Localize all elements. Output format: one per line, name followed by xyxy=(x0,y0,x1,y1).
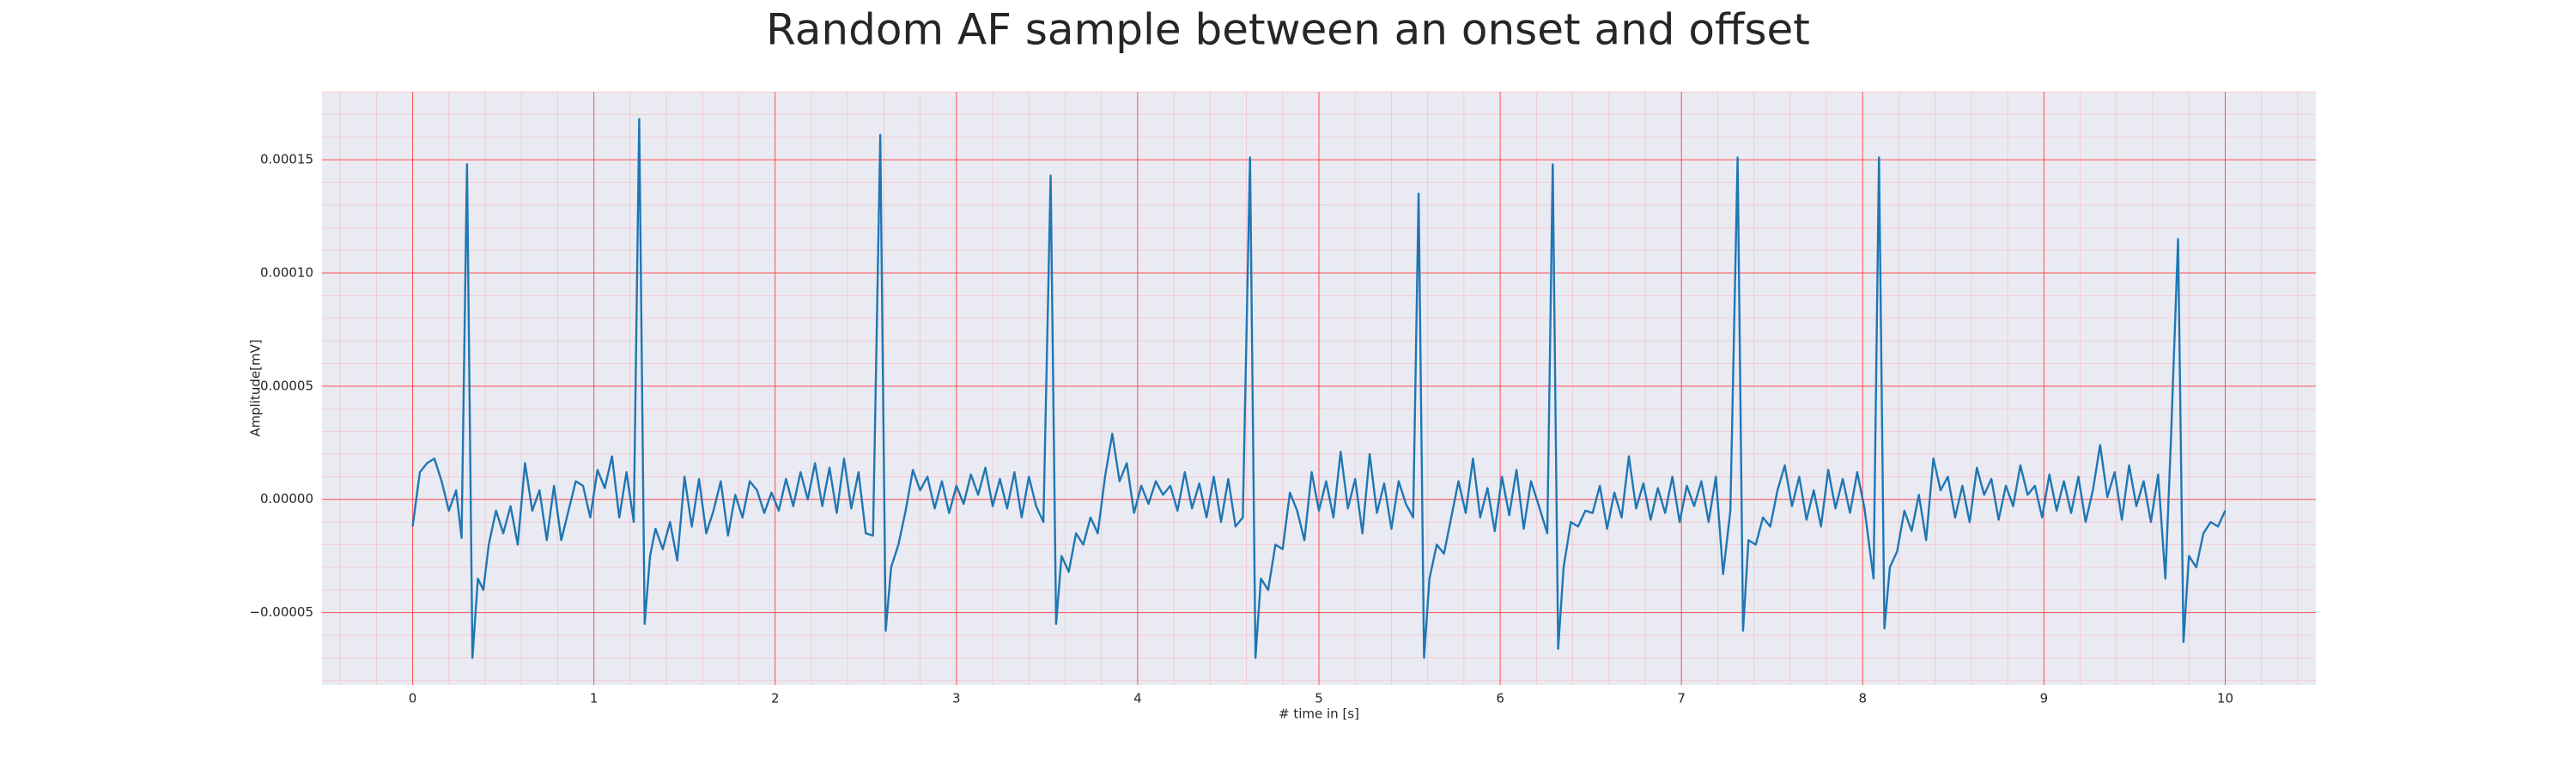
series-line xyxy=(411,118,2227,659)
x-tick-label: 2 xyxy=(771,691,780,706)
x-tick-label: 9 xyxy=(2040,691,2049,706)
x-tick-label: 4 xyxy=(1133,691,1142,706)
x-tick-label: 1 xyxy=(590,691,598,706)
chart-title: Random AF sample between an onset and of… xyxy=(766,5,1810,55)
x-axis-label: # time in [s] xyxy=(1279,706,1359,722)
x-tick-label: 3 xyxy=(952,691,961,706)
y-tick-label: 0.00010 xyxy=(260,264,313,280)
y-tick-label: 0.00005 xyxy=(260,378,313,393)
y-tick-label: −0.00005 xyxy=(249,604,313,620)
x-tick-label: 0 xyxy=(409,691,417,706)
x-tick-label: 7 xyxy=(1677,691,1686,706)
x-tick-label: 10 xyxy=(2217,691,2233,706)
x-tick-label: 6 xyxy=(1496,691,1504,706)
y-axis-label: Amplitude[mV] xyxy=(248,339,264,436)
y-tick-label: 0.00015 xyxy=(260,152,313,167)
x-tick-label: 8 xyxy=(1858,691,1867,706)
x-tick-label: 5 xyxy=(1315,691,1323,706)
y-tick-label: 0.00000 xyxy=(260,491,313,506)
